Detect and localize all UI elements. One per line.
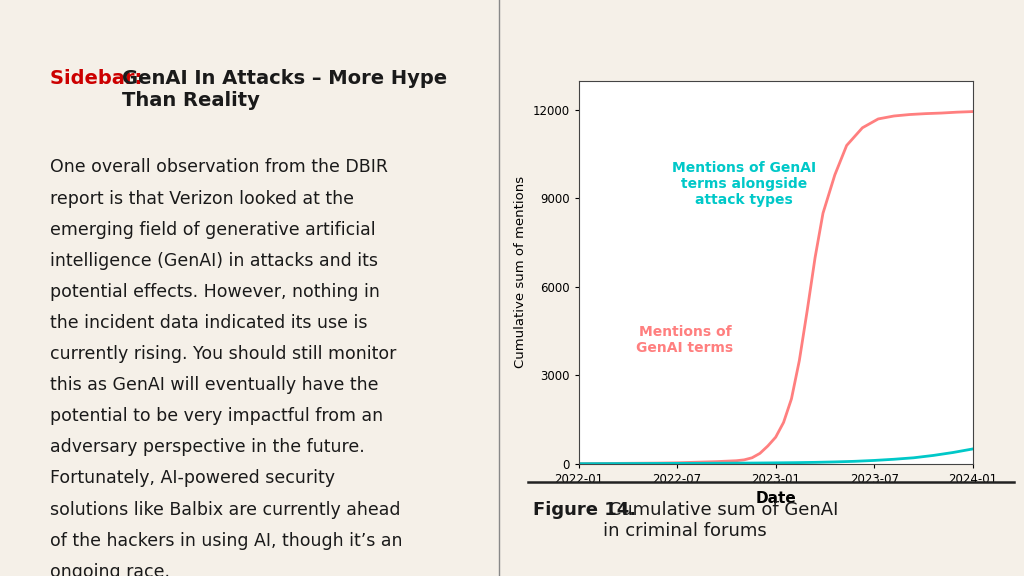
X-axis label: Date: Date	[756, 491, 796, 506]
Text: Mentions of GenAI
terms alongside
attack types: Mentions of GenAI terms alongside attack…	[672, 161, 816, 207]
Text: the incident data indicated its use is: the incident data indicated its use is	[49, 314, 368, 332]
Text: report is that Verizon looked at the: report is that Verizon looked at the	[49, 190, 353, 207]
Text: this as GenAI will eventually have the: this as GenAI will eventually have the	[49, 376, 378, 394]
Text: currently rising. You should still monitor: currently rising. You should still monit…	[49, 345, 396, 363]
Text: of the hackers in using AI, though it’s an: of the hackers in using AI, though it’s …	[49, 532, 402, 550]
Text: Figure 14.: Figure 14.	[534, 501, 637, 520]
Text: Mentions of
GenAI terms: Mentions of GenAI terms	[637, 325, 733, 355]
Text: emerging field of generative artificial: emerging field of generative artificial	[49, 221, 375, 238]
Text: GenAI In Attacks – More Hype
Than Reality: GenAI In Attacks – More Hype Than Realit…	[122, 69, 446, 110]
Text: One overall observation from the DBIR: One overall observation from the DBIR	[49, 158, 388, 176]
Text: potential to be very impactful from an: potential to be very impactful from an	[49, 407, 383, 425]
Text: intelligence (GenAI) in attacks and its: intelligence (GenAI) in attacks and its	[49, 252, 378, 270]
Text: ongoing race.: ongoing race.	[49, 563, 170, 576]
Y-axis label: Cumulative sum of mentions: Cumulative sum of mentions	[514, 176, 527, 368]
Text: adversary perspective in the future.: adversary perspective in the future.	[49, 438, 365, 456]
Text: Sidebar:: Sidebar:	[49, 69, 148, 88]
Text: Fortunately, AI-powered security: Fortunately, AI-powered security	[49, 469, 335, 487]
Text: solutions like Balbix are currently ahead: solutions like Balbix are currently ahea…	[49, 501, 400, 518]
Text: potential effects. However, nothing in: potential effects. However, nothing in	[49, 283, 380, 301]
Text: Cumulative sum of GenAI
in criminal forums: Cumulative sum of GenAI in criminal foru…	[603, 501, 839, 540]
